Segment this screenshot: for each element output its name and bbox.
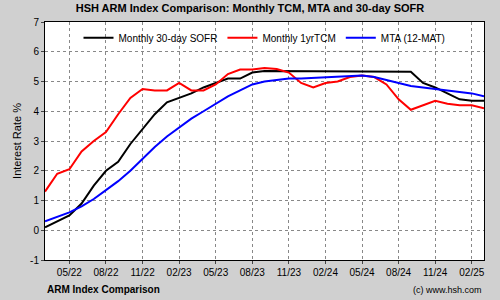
svg-text:6: 6 (33, 46, 39, 57)
svg-text:05/23: 05/23 (203, 267, 228, 278)
svg-text:05/22: 05/22 (57, 267, 82, 278)
svg-text:08/23: 08/23 (240, 267, 265, 278)
svg-text:08/22: 08/22 (93, 267, 118, 278)
svg-text:05/24: 05/24 (350, 267, 375, 278)
svg-text:3: 3 (33, 136, 39, 147)
svg-text:11/24: 11/24 (423, 267, 448, 278)
svg-text:(c) www.hsh.com: (c) www.hsh.com (413, 285, 482, 295)
svg-text:02/25: 02/25 (459, 267, 484, 278)
svg-text:7: 7 (33, 17, 39, 28)
svg-text:2: 2 (33, 165, 39, 176)
svg-text:MTA (12-MAT): MTA (12-MAT) (381, 33, 445, 44)
svg-text:Monthly 30-day SOFR: Monthly 30-day SOFR (119, 33, 218, 44)
svg-text:Interest Rate %: Interest Rate % (11, 103, 23, 179)
svg-text:4: 4 (33, 106, 39, 117)
svg-text:Monthly 1yrTCM: Monthly 1yrTCM (262, 33, 335, 44)
svg-text:1: 1 (33, 195, 39, 206)
svg-text:02/24: 02/24 (313, 267, 338, 278)
svg-text:HSH ARM Index Comparison: Mont: HSH ARM Index Comparison: Monthly TCM, M… (76, 2, 425, 14)
svg-text:11/22: 11/22 (130, 267, 155, 278)
svg-text:5: 5 (33, 76, 39, 87)
svg-text:08/24: 08/24 (386, 267, 411, 278)
svg-text:-1: -1 (30, 255, 39, 266)
svg-text:02/23: 02/23 (167, 267, 192, 278)
svg-text:11/23: 11/23 (277, 267, 302, 278)
svg-text:ARM Index Comparison: ARM Index Comparison (47, 284, 160, 295)
svg-text:0: 0 (33, 225, 39, 236)
